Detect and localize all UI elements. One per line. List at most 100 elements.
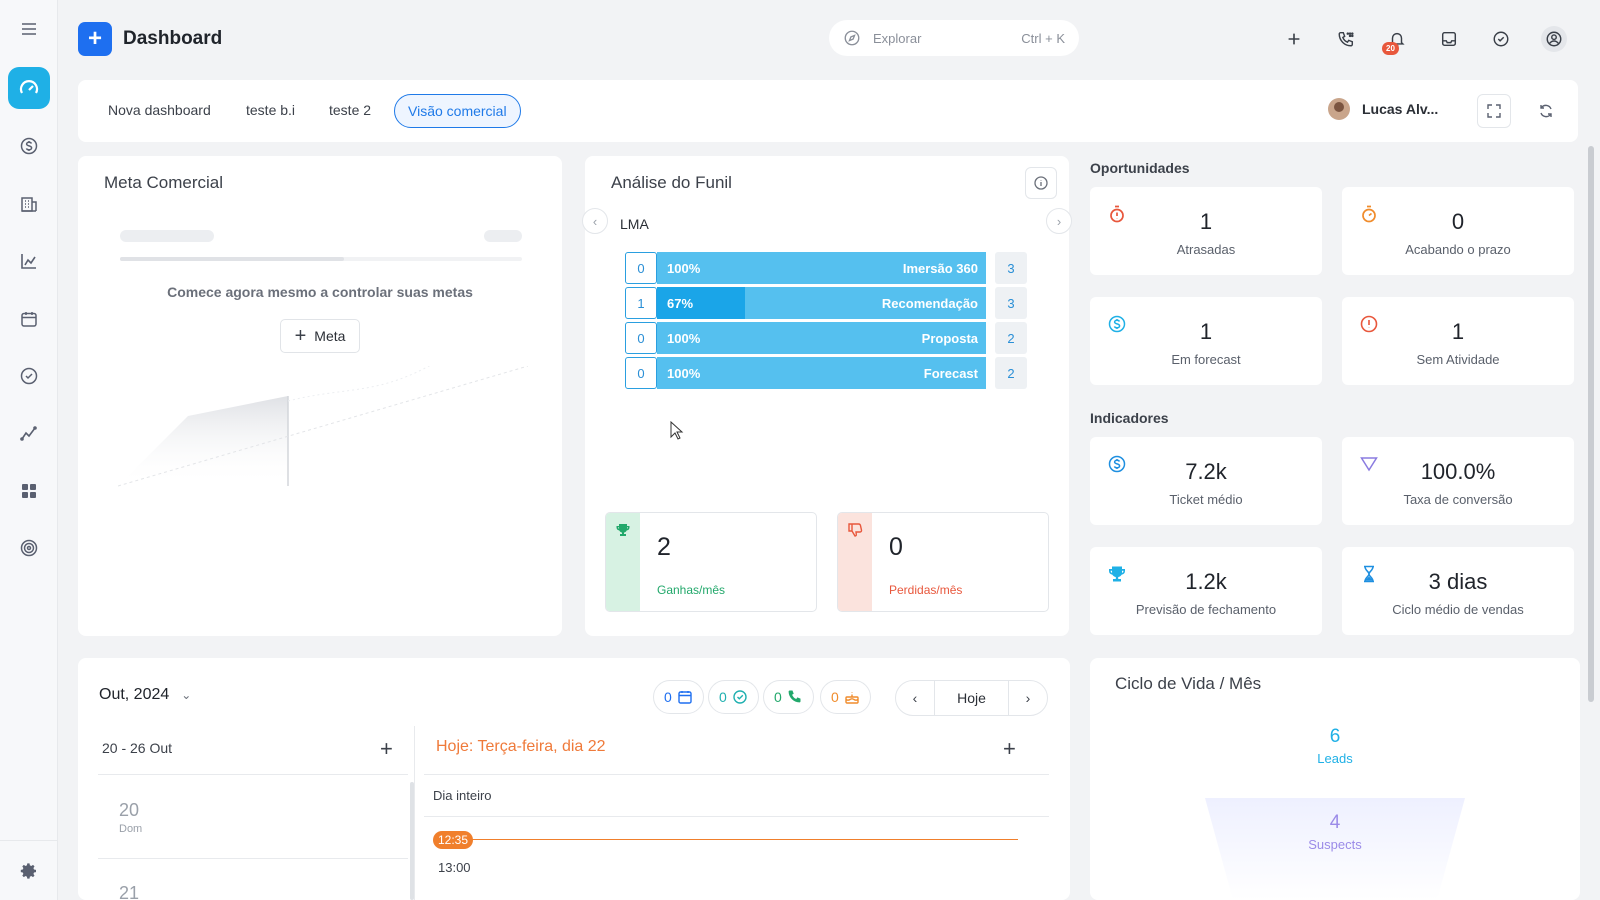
funnel-next-button[interactable]: › bbox=[1046, 208, 1072, 234]
logo-add-button[interactable]: + bbox=[78, 22, 112, 56]
page-scrollbar[interactable] bbox=[1588, 146, 1594, 702]
fullscreen-icon bbox=[1487, 104, 1501, 118]
calls-counter[interactable]: 0 bbox=[763, 680, 814, 714]
thumbs-down-icon bbox=[848, 523, 863, 537]
indicators-value: 1.2k bbox=[1185, 569, 1227, 594]
info-button[interactable] bbox=[1025, 167, 1057, 199]
calendar-prev-button[interactable]: ‹ bbox=[912, 690, 918, 706]
funnel-stage-percent: 100% bbox=[667, 331, 701, 346]
funnel-stage-total[interactable]: 3 bbox=[995, 252, 1027, 284]
funnel-stage-bar[interactable]: 100% Forecast bbox=[657, 357, 986, 389]
day-number[interactable]: 20 bbox=[119, 800, 140, 820]
opportunities-value: 1 bbox=[1451, 319, 1465, 344]
funnel-stage-bar[interactable]: 67% Recomendação bbox=[657, 287, 986, 319]
opportunities-card[interactable]: 1 Em forecast bbox=[1090, 297, 1322, 385]
tasks-counter[interactable]: 0 bbox=[708, 680, 759, 714]
funnel-stage-row[interactable]: 0 100% Imersão 360 3 bbox=[625, 252, 1027, 284]
birthdays-count: 0 bbox=[831, 689, 839, 705]
inbox-icon[interactable] bbox=[1438, 28, 1460, 50]
week-range: 20 - 26 Out bbox=[102, 740, 173, 756]
funnel-stage-count[interactable]: 0 bbox=[625, 252, 657, 284]
search-input[interactable]: Explorar bbox=[873, 30, 922, 46]
mouse-cursor-icon bbox=[670, 421, 684, 440]
indicators-card[interactable]: 3 dias Ciclo médio de vendas bbox=[1342, 547, 1574, 635]
opportunities-card[interactable]: 0 Acabando o prazo bbox=[1342, 187, 1574, 275]
funnel-stage-count[interactable]: 1 bbox=[625, 287, 657, 319]
plus-icon[interactable] bbox=[1283, 28, 1305, 50]
opportunities-label: Acabando o prazo bbox=[1405, 242, 1511, 257]
funnel-card-title: Análise do Funil bbox=[611, 173, 732, 192]
day-name: Dom bbox=[119, 823, 143, 835]
funnel-stage-bar[interactable]: 100% Imersão 360 bbox=[657, 252, 986, 284]
tasks-count: 0 bbox=[719, 689, 727, 705]
indicators-card[interactable]: 7.2k Ticket médio bbox=[1090, 437, 1322, 525]
phone-dialpad-icon[interactable] bbox=[1335, 28, 1357, 50]
funnel-stage-count[interactable]: 0 bbox=[625, 357, 657, 389]
building-icon[interactable] bbox=[18, 193, 40, 215]
row-divider bbox=[424, 774, 1049, 775]
events-counter[interactable]: 0 bbox=[653, 680, 704, 714]
target-icon[interactable] bbox=[18, 537, 40, 559]
calendar-icon[interactable] bbox=[18, 308, 40, 330]
funnel-stage-total[interactable]: 2 bbox=[995, 357, 1027, 389]
funnel-stage-row[interactable]: 1 67% Recomendação 3 bbox=[625, 287, 1027, 319]
current-time-badge: 12:35 bbox=[433, 831, 474, 849]
search-bar[interactable]: Explorar Ctrl + K bbox=[829, 20, 1079, 56]
indicators-card[interactable]: 100.0% Taxa de conversão bbox=[1342, 437, 1574, 525]
fullscreen-button[interactable] bbox=[1477, 94, 1511, 128]
funnel-icon bbox=[1359, 454, 1379, 474]
lifecycle-leads-label: Leads bbox=[1317, 751, 1353, 766]
add-event-today-button[interactable]: + bbox=[1003, 736, 1016, 761]
dollar-icon[interactable] bbox=[18, 135, 40, 157]
funnel-stage-row[interactable]: 0 100% Forecast 2 bbox=[625, 357, 1027, 389]
add-event-week-button[interactable]: + bbox=[380, 736, 393, 761]
avatar bbox=[1328, 98, 1350, 120]
funnel-stage-count[interactable]: 0 bbox=[625, 322, 657, 354]
tab-teste-bi[interactable]: teste b.i bbox=[246, 102, 296, 118]
birthdays-counter[interactable]: 0 bbox=[820, 680, 871, 714]
lifecycle-suspects-label: Suspects bbox=[1308, 837, 1362, 852]
opportunities-title: Oportunidades bbox=[1090, 160, 1190, 176]
menu-icon[interactable] bbox=[18, 18, 40, 40]
profile-icon[interactable] bbox=[1541, 26, 1567, 52]
dashboard-gauge-icon[interactable] bbox=[8, 67, 50, 109]
trend-icon[interactable] bbox=[18, 422, 40, 444]
check-circle-icon[interactable] bbox=[18, 365, 40, 387]
skeleton-bar bbox=[484, 230, 522, 242]
check-circle-icon bbox=[733, 690, 747, 704]
funnel-stage-bar[interactable]: 100% Proposta bbox=[657, 322, 986, 354]
sidebar bbox=[0, 0, 58, 900]
opportunities-card[interactable]: 1 Sem Atividade bbox=[1342, 297, 1574, 385]
row-divider bbox=[98, 774, 408, 775]
pipeline-name: LMA bbox=[620, 216, 649, 232]
today-button[interactable]: Hoje bbox=[934, 681, 1009, 715]
funnel-prev-button[interactable]: ‹ bbox=[582, 208, 608, 234]
calendar-card: Out, 2024 ⌄ 0 0 0 0 ‹ Hoje › 20 - 26 Out… bbox=[78, 658, 1070, 900]
funnel-stage-total[interactable]: 2 bbox=[995, 322, 1027, 354]
task-check-icon[interactable] bbox=[1490, 28, 1512, 50]
month-selector[interactable]: Out, 2024 ⌄ bbox=[99, 686, 191, 704]
refresh-button[interactable] bbox=[1529, 94, 1563, 128]
tab-nova-dashboard[interactable]: Nova dashboard bbox=[108, 102, 211, 118]
tab-teste-2[interactable]: teste 2 bbox=[329, 102, 372, 118]
day-number[interactable]: 21 bbox=[119, 883, 140, 900]
timer-warning-icon bbox=[1359, 204, 1379, 224]
widgets-icon[interactable] bbox=[18, 480, 40, 502]
add-meta-button[interactable]: + Meta bbox=[280, 319, 360, 353]
funnel-stage-total[interactable]: 3 bbox=[995, 287, 1027, 319]
tab-visao-comercial[interactable]: Visão comercial bbox=[394, 94, 521, 128]
indicators-label: Taxa de conversão bbox=[1403, 492, 1513, 507]
opportunities-label: Sem Atividade bbox=[1416, 352, 1500, 367]
gear-icon[interactable] bbox=[18, 860, 40, 882]
funnel-stage-row[interactable]: 0 100% Proposta 2 bbox=[625, 322, 1027, 354]
calendar-next-button[interactable]: › bbox=[1025, 690, 1031, 706]
dashboard-tabs-bar: Nova dashboard teste b.i teste 2 Visão c… bbox=[78, 80, 1578, 142]
opportunities-card[interactable]: 1 Atrasadas bbox=[1090, 187, 1322, 275]
user-selector[interactable]: Lucas Alv... bbox=[1328, 98, 1438, 120]
indicators-card[interactable]: 1.2k Previsão de fechamento bbox=[1090, 547, 1322, 635]
week-scrollbar[interactable] bbox=[410, 782, 414, 900]
indicators-value: 100.0% bbox=[1420, 459, 1496, 484]
indicators-label: Previsão de fechamento bbox=[1135, 602, 1277, 617]
chart-icon[interactable] bbox=[18, 250, 40, 272]
events-count: 0 bbox=[664, 689, 672, 705]
